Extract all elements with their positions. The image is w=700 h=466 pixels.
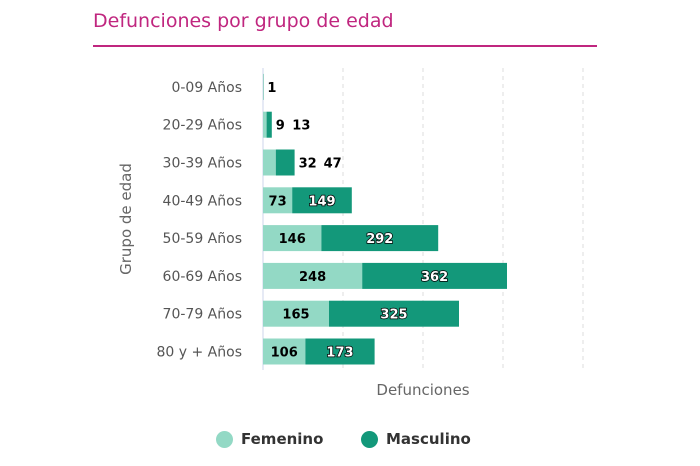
bar-masculino: [305, 338, 375, 365]
data-label: 106: [271, 346, 298, 361]
bar-femenino: [263, 300, 329, 327]
legend-label: Femenino: [241, 430, 324, 448]
bar-femenino: [263, 262, 363, 289]
bar-masculino: [266, 111, 272, 138]
bar-masculino: [321, 225, 439, 252]
legend-dot-femenino: [216, 430, 233, 448]
data-label: 32: [299, 157, 317, 172]
y-tick-label: 50-59 Años: [163, 231, 242, 247]
y-axis-title: Grupo de edad: [117, 163, 135, 275]
y-tick-label: 30-39 Años: [163, 156, 242, 172]
bar-masculino: [329, 300, 459, 327]
data-label: 173: [326, 346, 353, 361]
bar-femenino: [263, 111, 267, 138]
data-label: 165: [282, 308, 309, 323]
y-tick-label: 80 y + Años: [157, 345, 243, 361]
data-label: 362: [421, 270, 448, 285]
title-divider: [93, 45, 597, 47]
bar-masculino: [292, 187, 352, 214]
data-label: 149: [308, 194, 335, 209]
y-tick-label: 0-09 Años: [171, 80, 242, 96]
x-axis-title: Defunciones: [376, 381, 469, 399]
bar-femenino: [263, 338, 306, 365]
data-label: 9: [276, 119, 285, 134]
y-tick-label: 60-69 Años: [163, 269, 242, 285]
data-label: 146: [279, 232, 306, 247]
y-tick-label: 70-79 Años: [163, 307, 242, 323]
data-label: 13: [292, 119, 310, 134]
legend-label: Masculino: [386, 430, 471, 448]
bar-masculino: [362, 262, 507, 289]
y-tick-label: 20-29 Años: [163, 118, 242, 134]
data-label: 1: [267, 81, 276, 96]
bar-masculino: [275, 149, 295, 176]
legend-dot-masculino: [361, 430, 378, 448]
y-tick-label: 40-49 Años: [163, 193, 242, 209]
legend-item-femenino[interactable]: Femenino: [216, 430, 323, 448]
data-label: 47: [324, 157, 342, 172]
bar-femenino: [263, 225, 322, 252]
bar-femenino: [263, 187, 293, 214]
data-label: 325: [380, 308, 407, 323]
bar-femenino: [263, 149, 276, 176]
chart-title: Defunciones por grupo de edad: [93, 10, 394, 32]
legend-item-masculino[interactable]: Masculino: [361, 430, 471, 448]
data-label: 73: [269, 194, 287, 209]
data-label: 248: [299, 270, 326, 285]
data-label: 292: [366, 232, 393, 247]
